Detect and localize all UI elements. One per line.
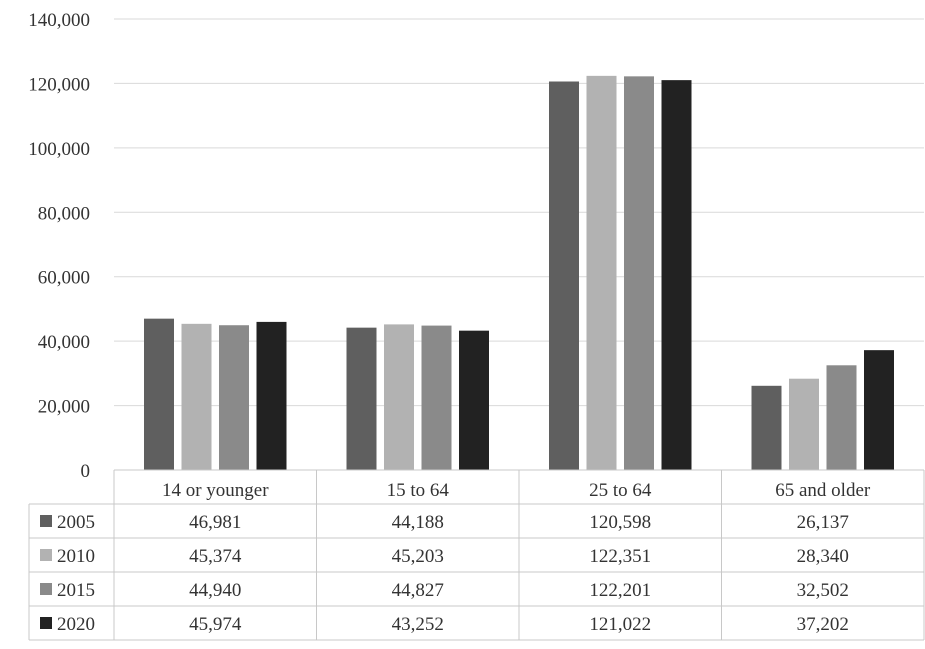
y-axis: 0 20,000 40,000 60,000 80,000 100,000 120,000 1…: [28, 10, 90, 482]
bar-2015: [219, 325, 249, 470]
y-tick-label: 100,000: [28, 139, 90, 160]
data-label: 32,502: [797, 580, 849, 601]
y-tick-label: 60,000: [38, 268, 90, 289]
bar-2020: [864, 350, 894, 470]
data-label: 45,374: [189, 546, 242, 567]
legend-label: 2020: [57, 614, 95, 635]
data-label: 28,340: [797, 546, 849, 567]
data-label: 44,827: [392, 580, 444, 601]
bar-2010: [789, 378, 819, 470]
bar-2005: [751, 385, 782, 470]
y-tick-label: 0: [81, 461, 91, 482]
data-label: 44,940: [189, 580, 241, 601]
data-label: 45,203: [392, 546, 444, 567]
data-label: 46,981: [189, 512, 241, 533]
data-label: 45,974: [189, 614, 242, 635]
y-tick-label: 20,000: [38, 397, 90, 418]
data-label: 122,351: [589, 546, 651, 567]
x-category-label: 65 and older: [775, 480, 871, 501]
legend-label: 2015: [57, 580, 95, 601]
bar-2015: [421, 325, 452, 470]
y-tick-label: 120,000: [28, 74, 90, 95]
x-category-label: 14 or younger: [162, 480, 269, 501]
bar-2020: [661, 80, 692, 471]
bar-2015: [624, 76, 654, 471]
data-label: 44,188: [392, 512, 444, 533]
legend-label: 2005: [57, 512, 95, 533]
y-tick-label: 140,000: [28, 10, 90, 31]
bar-2020: [459, 330, 489, 470]
y-tick-label: 40,000: [38, 332, 90, 353]
x-category-label: 15 to 64: [387, 480, 450, 501]
bar-2010: [181, 323, 212, 470]
y-tick-label: 80,000: [38, 203, 90, 224]
bar-2005: [346, 327, 377, 470]
data-label: 43,252: [392, 614, 444, 635]
data-label: 37,202: [797, 614, 849, 635]
bar-2005: [144, 318, 174, 470]
x-category-label: 25 to 64: [589, 480, 652, 501]
data-label: 120,598: [589, 512, 651, 533]
bar-2020: [256, 321, 287, 470]
bar-2015: [826, 365, 857, 470]
legend-swatch: [40, 515, 52, 527]
legend-swatch: [40, 617, 52, 629]
data-label: 121,022: [589, 614, 651, 635]
bars: [144, 75, 894, 471]
bar-2010: [586, 75, 617, 471]
data-label: 122,201: [589, 580, 651, 601]
bar-2005: [549, 81, 579, 470]
legend-label: 2010: [57, 546, 95, 567]
bar-2010: [384, 324, 414, 470]
legend-swatch: [40, 549, 52, 561]
data-table: 14 or younger 15 to 64 25 to 64 65 and olde…: [28, 469, 925, 641]
data-label: 26,137: [797, 512, 849, 533]
legend-swatch: [40, 583, 52, 595]
